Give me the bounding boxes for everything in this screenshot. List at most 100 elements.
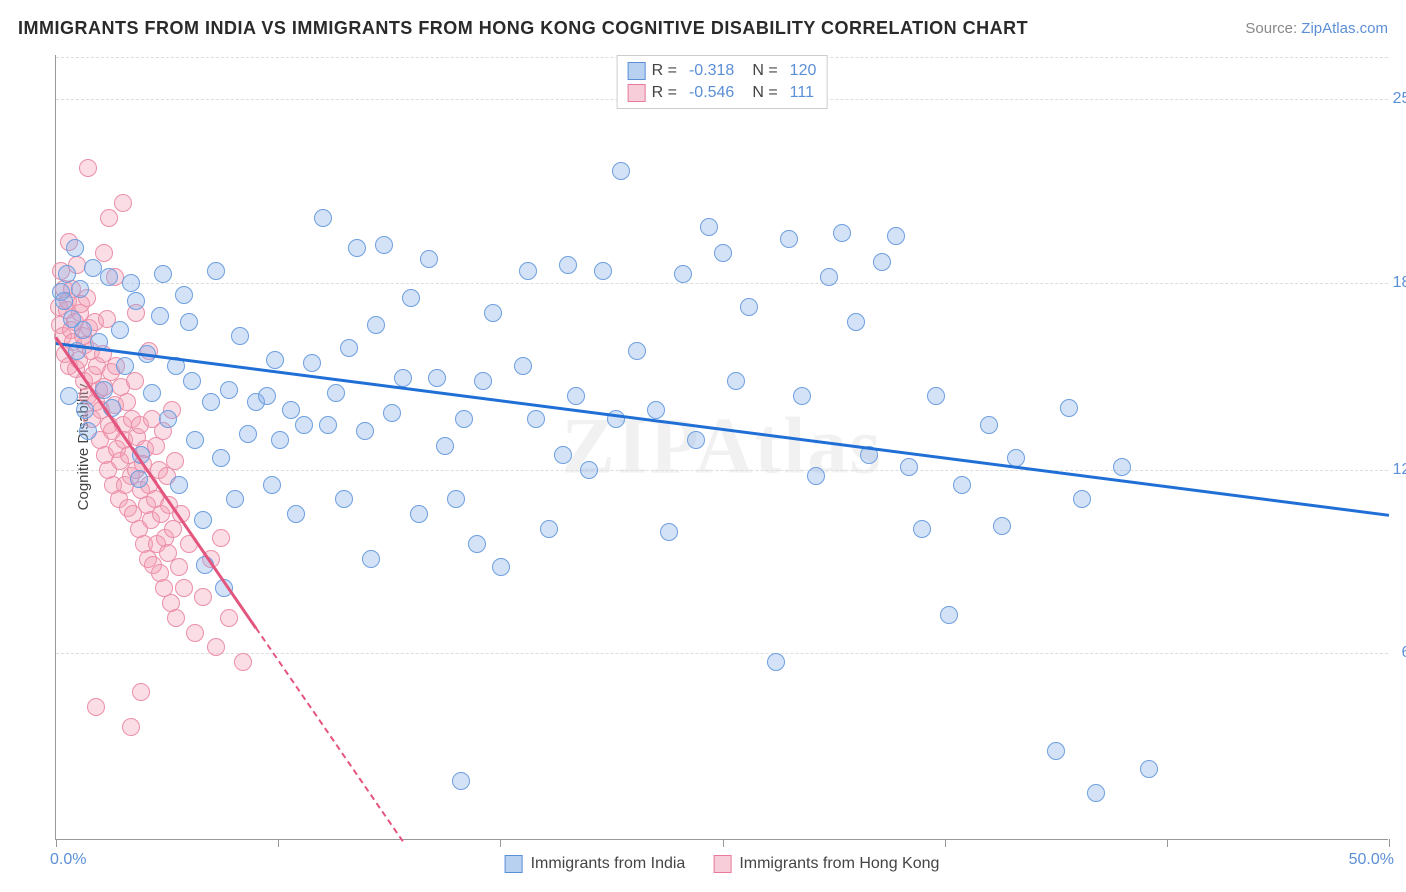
data-point (807, 467, 825, 485)
legend-swatch-india (628, 62, 646, 80)
data-point (220, 381, 238, 399)
data-point (793, 387, 811, 405)
data-point (847, 313, 865, 331)
data-point (628, 342, 646, 360)
legend-n-label: N = (752, 60, 777, 82)
data-point (527, 410, 545, 428)
data-point (175, 579, 193, 597)
data-point (833, 224, 851, 242)
data-point (887, 227, 905, 245)
trend-line (255, 627, 403, 841)
data-point (1047, 742, 1065, 760)
data-point (167, 609, 185, 627)
data-point (122, 274, 140, 292)
legend-r-value-india: -0.318 (689, 60, 734, 82)
data-point (980, 416, 998, 434)
legend-row-india: R = -0.318 N = 120 (628, 60, 817, 82)
x-axis-max-label: 50.0% (1349, 851, 1394, 869)
legend-r-value-hongkong: -0.546 (689, 82, 734, 104)
data-point (660, 523, 678, 541)
data-point (674, 265, 692, 283)
data-point (263, 476, 281, 494)
data-point (727, 372, 745, 390)
data-point (519, 262, 537, 280)
data-point (170, 476, 188, 494)
data-point (132, 683, 150, 701)
data-point (202, 393, 220, 411)
data-point (303, 354, 321, 372)
data-point (180, 313, 198, 331)
legend-label-hongkong: Immigrants from Hong Kong (739, 855, 939, 873)
data-point (900, 458, 918, 476)
scatter-plot-area: ZIPAtlas Cognitive Disability R = -0.318… (55, 55, 1388, 840)
data-point (111, 321, 129, 339)
data-point (154, 265, 172, 283)
data-point (74, 321, 92, 339)
data-point (447, 490, 465, 508)
series-legend: Immigrants from India Immigrants from Ho… (505, 855, 940, 873)
data-point (514, 357, 532, 375)
data-point (314, 209, 332, 227)
y-tick-label: 18.8% (1378, 274, 1406, 292)
x-tick (723, 839, 724, 847)
legend-r-label: R = (652, 82, 677, 104)
data-point (327, 384, 345, 402)
data-point (71, 280, 89, 298)
data-point (1113, 458, 1131, 476)
data-point (410, 505, 428, 523)
data-point (114, 194, 132, 212)
data-point (116, 357, 134, 375)
data-point (127, 292, 145, 310)
data-point (420, 250, 438, 268)
y-tick-label: 25.0% (1378, 90, 1406, 108)
data-point (612, 162, 630, 180)
data-point (87, 698, 105, 716)
data-point (700, 218, 718, 236)
data-point (266, 351, 284, 369)
legend-label-india: Immigrants from India (531, 855, 686, 873)
data-point (55, 292, 73, 310)
data-point (402, 289, 420, 307)
data-point (580, 461, 598, 479)
x-tick (945, 839, 946, 847)
data-point (58, 265, 76, 283)
data-point (740, 298, 758, 316)
source-link[interactable]: ZipAtlas.com (1301, 20, 1388, 37)
legend-row-hongkong: R = -0.546 N = 111 (628, 82, 817, 104)
data-point (335, 490, 353, 508)
data-point (126, 372, 144, 390)
x-axis-min-label: 0.0% (50, 851, 86, 869)
data-point (234, 653, 252, 671)
data-point (1060, 399, 1078, 417)
data-point (319, 416, 337, 434)
data-point (183, 372, 201, 390)
x-tick (1389, 839, 1390, 847)
data-point (282, 401, 300, 419)
data-point (287, 505, 305, 523)
data-point (151, 307, 169, 325)
data-point (436, 437, 454, 455)
gridline (56, 653, 1388, 654)
data-point (166, 452, 184, 470)
data-point (122, 718, 140, 736)
data-point (194, 511, 212, 529)
y-tick-label: 6.3% (1378, 644, 1406, 662)
data-point (375, 236, 393, 254)
data-point (100, 209, 118, 227)
x-tick (500, 839, 501, 847)
data-point (348, 239, 366, 257)
data-point (362, 550, 380, 568)
data-point (79, 422, 97, 440)
data-point (953, 476, 971, 494)
data-point (143, 384, 161, 402)
data-point (207, 638, 225, 656)
data-point (647, 401, 665, 419)
data-point (100, 268, 118, 286)
chart-title: IMMIGRANTS FROM INDIA VS IMMIGRANTS FROM… (18, 18, 1028, 39)
data-point (594, 262, 612, 280)
data-point (428, 369, 446, 387)
data-point (714, 244, 732, 262)
data-point (159, 410, 177, 428)
legend-item-india: Immigrants from India (505, 855, 686, 873)
data-point (913, 520, 931, 538)
